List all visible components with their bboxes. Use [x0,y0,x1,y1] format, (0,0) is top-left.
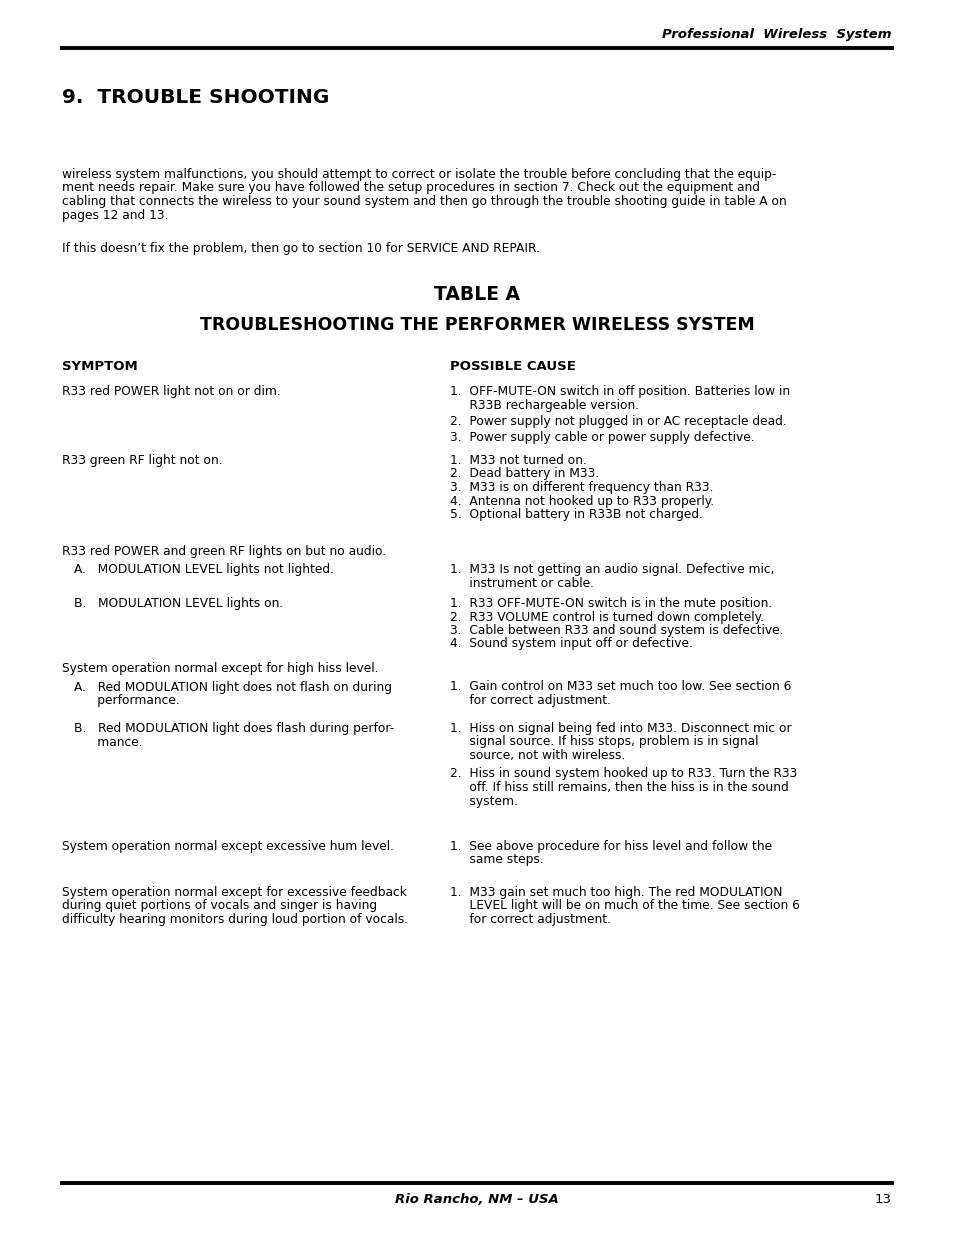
Text: System operation normal except excessive hum level.: System operation normal except excessive… [62,840,394,853]
Text: System operation normal except for excessive feedback: System operation normal except for exces… [62,885,406,899]
Text: signal source. If hiss stops, problem is in signal: signal source. If hiss stops, problem is… [450,736,758,748]
Text: 13: 13 [874,1193,891,1207]
Text: 4.  Antenna not hooked up to R33 properly.: 4. Antenna not hooked up to R33 properly… [450,494,714,508]
Text: 1.  R33 OFF-MUTE-ON switch is in the mute position.: 1. R33 OFF-MUTE-ON switch is in the mute… [450,597,771,610]
Text: ment needs repair. Make sure you have followed the setup procedures in section 7: ment needs repair. Make sure you have fo… [62,182,760,194]
Text: SYMPTOM: SYMPTOM [62,359,137,373]
Text: 5.  Optional battery in R33B not charged.: 5. Optional battery in R33B not charged. [450,508,702,521]
Text: POSSIBLE CAUSE: POSSIBLE CAUSE [450,359,576,373]
Text: Professional  Wireless  System: Professional Wireless System [661,28,891,41]
Text: mance.: mance. [74,736,143,748]
Text: 1.  See above procedure for hiss level and follow the: 1. See above procedure for hiss level an… [450,840,771,853]
Text: off. If hiss still remains, then the hiss is in the sound: off. If hiss still remains, then the his… [450,781,788,794]
Text: during quiet portions of vocals and singer is having: during quiet portions of vocals and sing… [62,899,376,913]
Text: R33 red POWER light not on or dim.: R33 red POWER light not on or dim. [62,385,280,398]
Text: Rio Rancho, NM – USA: Rio Rancho, NM – USA [395,1193,558,1207]
Text: LEVEL light will be on much of the time. See section 6: LEVEL light will be on much of the time.… [450,899,799,913]
Text: A.   MODULATION LEVEL lights not lighted.: A. MODULATION LEVEL lights not lighted. [74,563,334,577]
Text: R33 green RF light not on.: R33 green RF light not on. [62,454,222,467]
Text: for correct adjustment.: for correct adjustment. [450,694,610,706]
Text: 1.  M33 gain set much too high. The red MODULATION: 1. M33 gain set much too high. The red M… [450,885,781,899]
Text: If this doesn’t fix the problem, then go to section 10 for SERVICE AND REPAIR.: If this doesn’t fix the problem, then go… [62,242,539,254]
Text: 1.  OFF-MUTE-ON switch in off position. Batteries low in: 1. OFF-MUTE-ON switch in off position. B… [450,385,789,398]
Text: instrument or cable.: instrument or cable. [450,577,594,590]
Text: 3.  M33 is on different frequency than R33.: 3. M33 is on different frequency than R3… [450,480,713,494]
Text: 1.  Hiss on signal being fed into M33. Disconnect mic or: 1. Hiss on signal being fed into M33. Di… [450,722,791,735]
Text: 3.  Cable between R33 and sound system is defective.: 3. Cable between R33 and sound system is… [450,624,782,637]
Text: R33B rechargeable version.: R33B rechargeable version. [450,399,639,411]
Text: B.   MODULATION LEVEL lights on.: B. MODULATION LEVEL lights on. [74,597,283,610]
Text: 2.  R33 VOLUME control is turned down completely.: 2. R33 VOLUME control is turned down com… [450,610,763,624]
Text: 2.  Hiss in sound system hooked up to R33. Turn the R33: 2. Hiss in sound system hooked up to R33… [450,767,797,781]
Text: for correct adjustment.: for correct adjustment. [450,913,610,926]
Text: 9.  TROUBLE SHOOTING: 9. TROUBLE SHOOTING [62,88,329,107]
Text: 3.  Power supply cable or power supply defective.: 3. Power supply cable or power supply de… [450,431,754,445]
Text: TABLE A: TABLE A [434,285,519,304]
Text: 2.  Power supply not plugged in or AC receptacle dead.: 2. Power supply not plugged in or AC rec… [450,415,786,429]
Text: same steps.: same steps. [450,853,543,867]
Text: 1.  M33 not turned on.: 1. M33 not turned on. [450,454,586,467]
Text: source, not with wireless.: source, not with wireless. [450,748,625,762]
Text: 1.  M33 Is not getting an audio signal. Defective mic,: 1. M33 Is not getting an audio signal. D… [450,563,774,577]
Text: 1.  Gain control on M33 set much too low. See section 6: 1. Gain control on M33 set much too low.… [450,680,791,694]
Text: pages 12 and 13.: pages 12 and 13. [62,209,169,221]
Text: System operation normal except for high hiss level.: System operation normal except for high … [62,662,378,676]
Text: 2.  Dead battery in M33.: 2. Dead battery in M33. [450,468,598,480]
Text: A.   Red MODULATION light does not flash on during: A. Red MODULATION light does not flash o… [74,680,392,694]
Text: difficulty hearing monitors during loud portion of vocals.: difficulty hearing monitors during loud … [62,913,408,926]
Text: cabling that connects the wireless to your sound system and then go through the : cabling that connects the wireless to yo… [62,195,786,207]
Text: TROUBLESHOOTING THE PERFORMER WIRELESS SYSTEM: TROUBLESHOOTING THE PERFORMER WIRELESS S… [199,316,754,333]
Text: B.   Red MODULATION light does flash during perfor-: B. Red MODULATION light does flash durin… [74,722,394,735]
Text: performance.: performance. [74,694,179,706]
Text: wireless system malfunctions, you should attempt to correct or isolate the troub: wireless system malfunctions, you should… [62,168,776,182]
Text: R33 red POWER and green RF lights on but no audio.: R33 red POWER and green RF lights on but… [62,545,386,558]
Text: system.: system. [450,794,517,808]
Text: 4.  Sound system input off or defective.: 4. Sound system input off or defective. [450,637,692,651]
